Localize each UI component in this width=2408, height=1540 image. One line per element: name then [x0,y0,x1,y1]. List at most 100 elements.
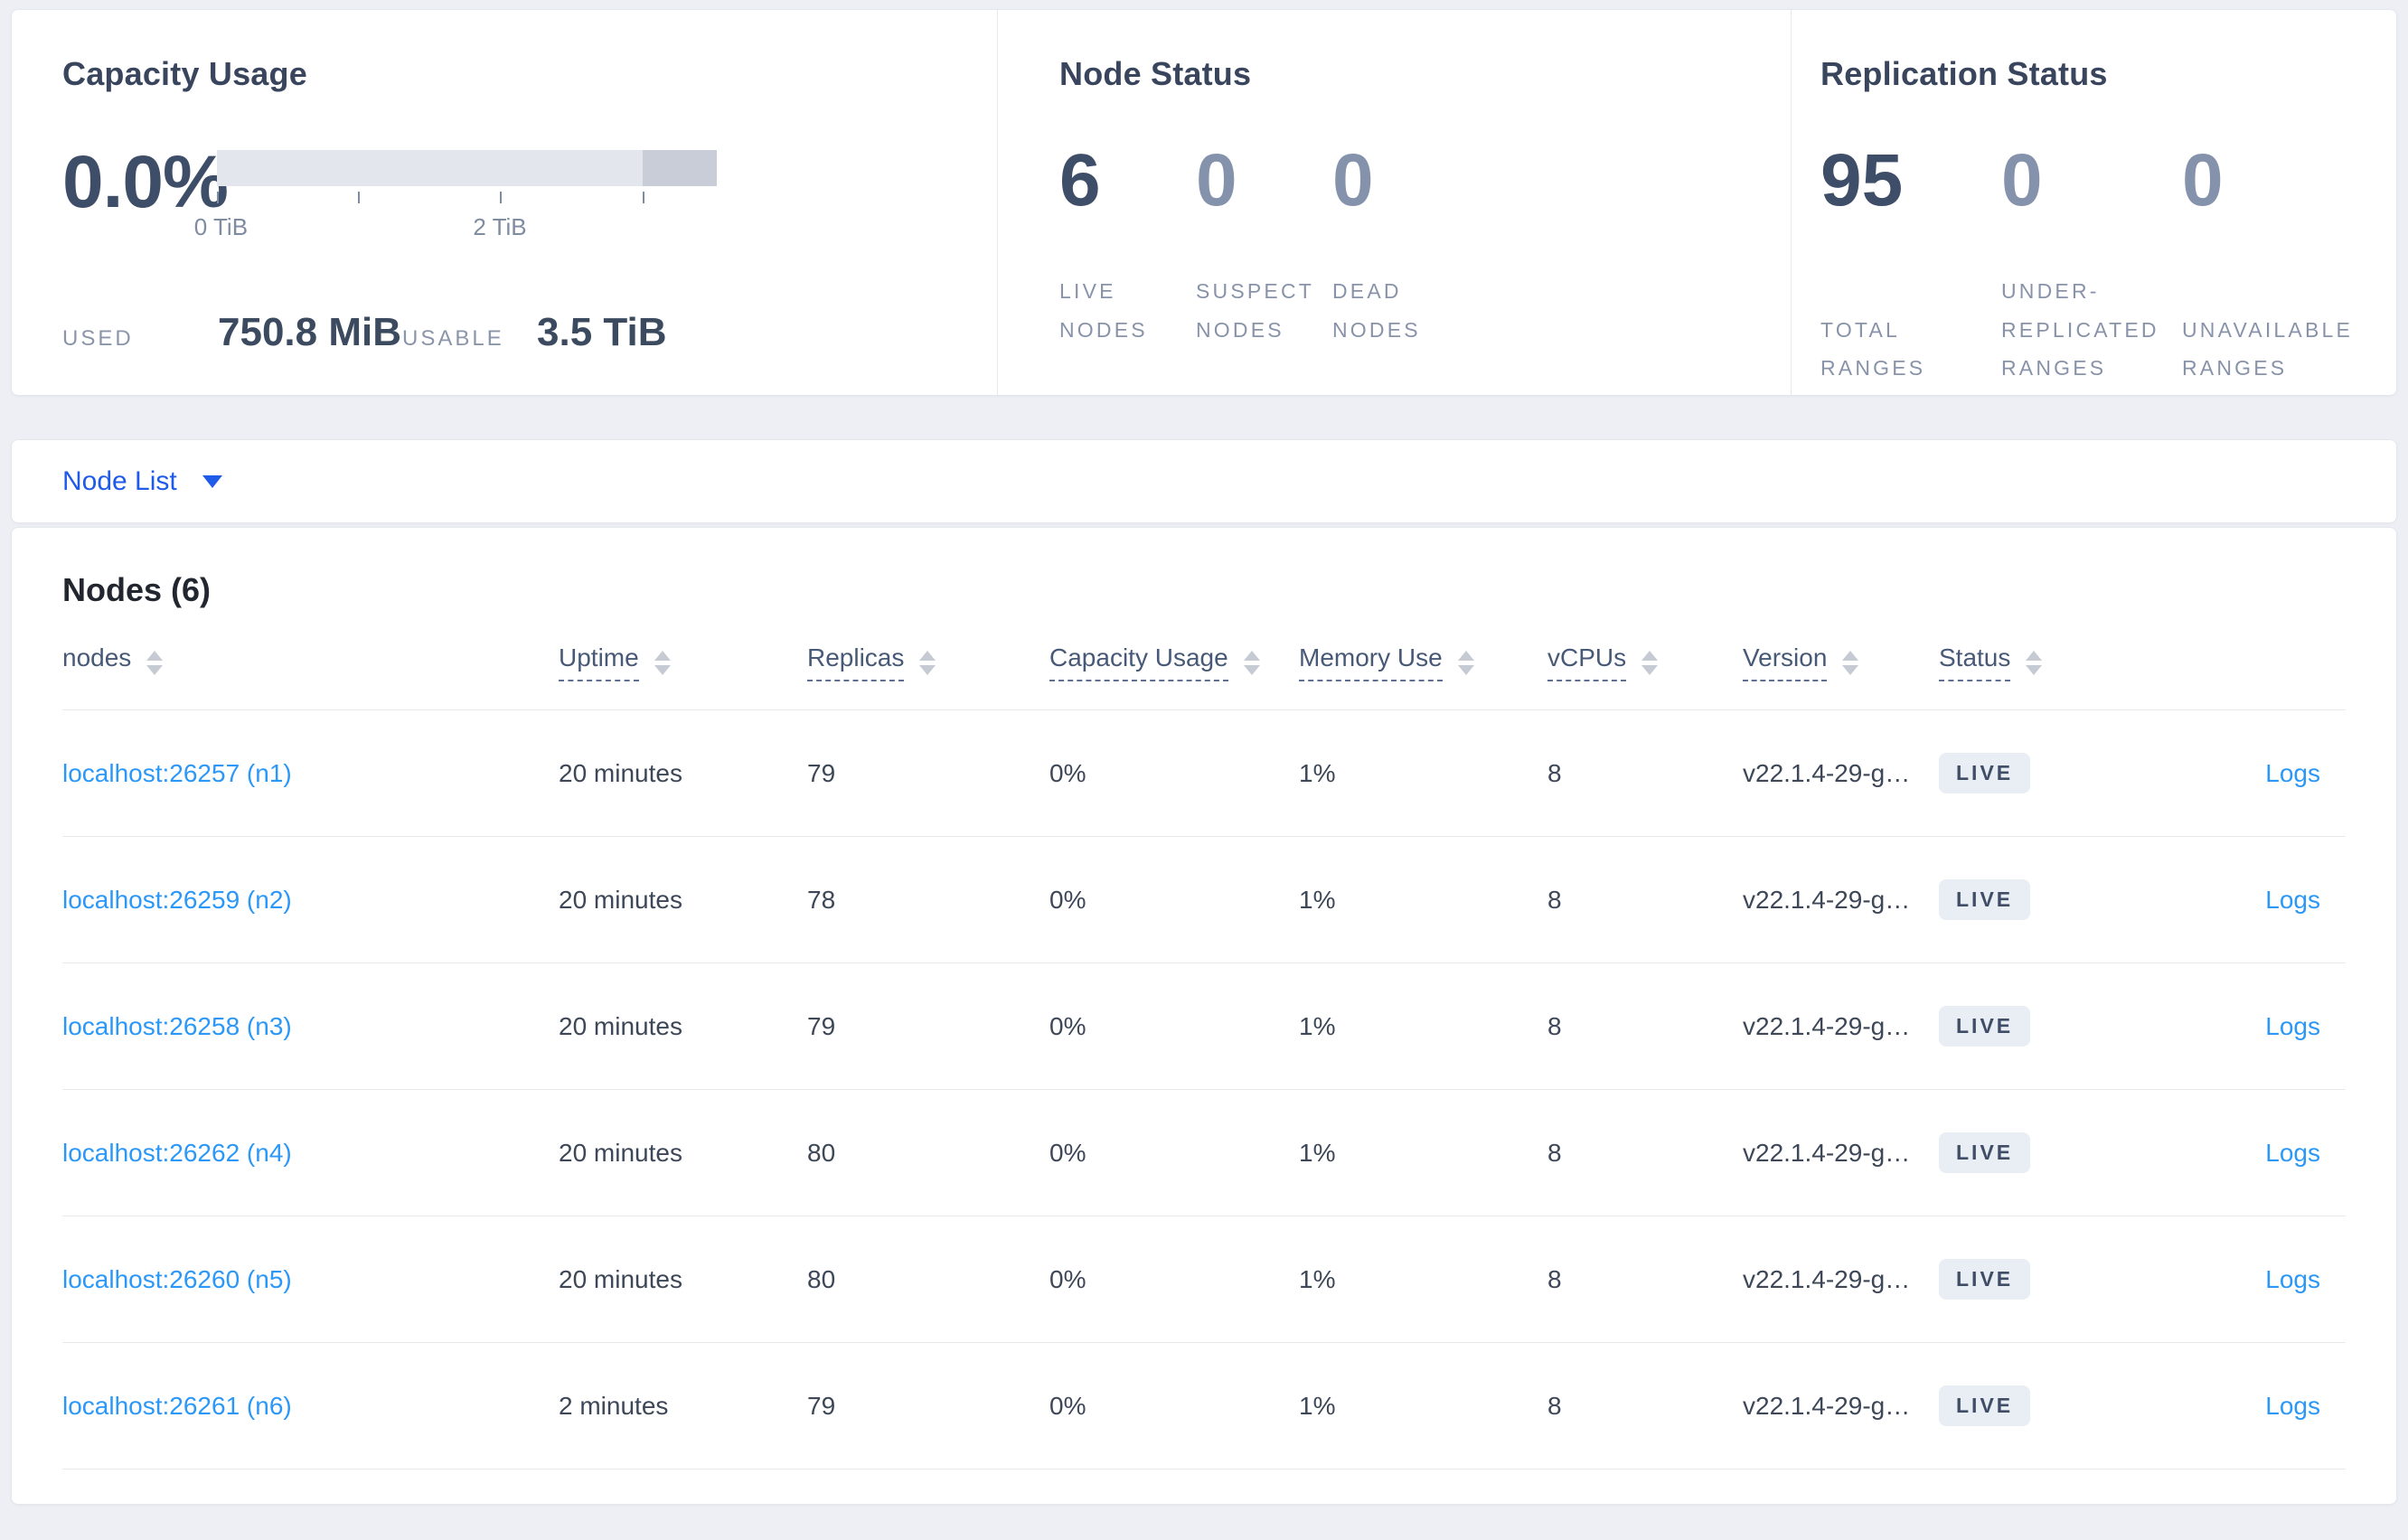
column-header-uptime[interactable]: Uptime [559,643,807,682]
replicas-cell: 79 [807,1391,836,1420]
sort-icon [146,650,164,675]
capacity-bar-chart: 0 TiB 2 TiB [194,150,717,240]
replicas-cell: 79 [807,1011,836,1040]
vcpus-cell: 8 [1547,1391,1562,1420]
view-selector-bar: Node List [11,439,2397,523]
axis-tick-label: 0 TiB [193,213,249,240]
version-cell: v22.1.4-29-g… [1743,1138,1911,1167]
axis-tick-label: 2 TiB [473,213,527,240]
sort-icon [1842,650,1859,675]
capacity-chart-row: 0.0% 0 TiB 2 TiB [62,141,997,240]
suspect-nodes-count: 0 [1196,139,1237,221]
status-badge: LIVE [1939,753,2031,793]
memory-use-cell: 1% [1299,885,1336,914]
column-header-replicas[interactable]: Replicas [807,643,1049,682]
replication-values: 95 0 0 [1820,144,2396,218]
sort-icon [1457,650,1474,675]
capacity-bar-reserved-segment [643,150,717,186]
version-cell: v22.1.4-29-g… [1743,1391,1911,1420]
version-cell: v22.1.4-29-g… [1743,1011,1911,1040]
column-header-version[interactable]: Version [1743,643,1939,682]
node-address-link[interactable]: localhost:26260 (n5) [62,1264,292,1293]
capacity-percent-value: 0.0% [62,141,229,223]
logs-link[interactable]: Logs [2265,758,2320,787]
replicas-cell: 80 [807,1264,836,1293]
table-row: localhost:26258 (n3) 20 minutes 79 0% 1%… [62,963,2346,1090]
node-address-link[interactable]: localhost:26257 (n1) [62,758,292,787]
vcpus-cell: 8 [1547,1138,1562,1167]
vcpus-cell: 8 [1547,1264,1562,1293]
replicas-cell: 79 [807,758,836,787]
live-nodes-count: 6 [1059,139,1101,221]
axis-tick [357,192,360,203]
logs-link[interactable]: Logs [2265,885,2320,914]
status-badge: LIVE [1939,1132,2031,1173]
column-header-nodes[interactable]: nodes [62,643,559,682]
nodes-table-header: nodes Uptime Replicas Capacity Usage Mem… [62,616,2346,710]
memory-use-cell: 1% [1299,758,1336,787]
capacity-usage-cell: 0% [1049,885,1086,914]
node-address-link[interactable]: localhost:26262 (n4) [62,1138,292,1167]
memory-use-cell: 1% [1299,1391,1336,1420]
axis-tick [643,192,645,203]
table-row: localhost:26260 (n5) 20 minutes 80 0% 1%… [62,1216,2346,1343]
under-replicated-ranges-label: UNDER- REPLICATED RANGES [2001,279,2159,380]
node-list-dropdown[interactable]: Node List [62,466,222,497]
suspect-nodes-label: SUSPECT NODES [1196,279,1315,342]
dead-nodes-count: 0 [1332,139,1374,221]
status-badge: LIVE [1939,1259,2031,1300]
capacity-usage-cell: 0% [1049,1264,1086,1293]
memory-use-cell: 1% [1299,1264,1336,1293]
usable-value: 3.5 TiB [537,310,667,354]
replication-status-title: Replication Status [1820,55,2108,92]
uptime-cell: 20 minutes [559,1011,682,1040]
replication-status-section: Replication Status 95 0 0 TOTAL RANGES U… [1792,10,2396,395]
replicas-cell: 80 [807,1138,836,1167]
logs-link[interactable]: Logs [2265,1011,2320,1040]
logs-link[interactable]: Logs [2265,1391,2320,1420]
capacity-usage-title: Capacity Usage [62,55,307,92]
vcpus-cell: 8 [1547,885,1562,914]
nodes-table-title: Nodes (6) [62,571,212,608]
logs-link[interactable]: Logs [2265,1264,2320,1293]
capacity-usage-cell: 0% [1049,1138,1086,1167]
table-row: localhost:26262 (n4) 20 minutes 80 0% 1%… [62,1090,2346,1216]
logs-link[interactable]: Logs [2265,1138,2320,1167]
dead-nodes-label: DEAD NODES [1332,279,1421,342]
column-header-memory-use[interactable]: Memory Use [1299,643,1547,682]
version-cell: v22.1.4-29-g… [1743,758,1911,787]
uptime-cell: 20 minutes [559,1138,682,1167]
caret-down-icon [202,474,222,488]
axis-tick [499,192,502,203]
node-address-link[interactable]: localhost:26261 (n6) [62,1391,292,1420]
table-row: localhost:26257 (n1) 20 minutes 79 0% 1%… [62,710,2346,837]
replication-labels: TOTAL RANGES UNDER- REPLICATED RANGES UN… [1820,272,2396,388]
node-status-section: Node Status 6 0 0 LIVE NODES SUSPECT NOD… [998,10,1792,395]
live-nodes-label: LIVE NODES [1059,279,1148,342]
table-row: localhost:26261 (n6) 2 minutes 79 0% 1% … [62,1343,2346,1470]
used-value: 750.8 MiB [218,310,401,354]
column-header-capacity-usage[interactable]: Capacity Usage [1049,643,1299,682]
unavailable-ranges-count: 0 [2182,139,2224,221]
summary-card: Capacity Usage 0.0% 0 TiB 2 TiB [11,9,2397,396]
node-address-link[interactable]: localhost:26259 (n2) [62,885,292,914]
column-header-status[interactable]: Status [1939,643,2125,682]
sort-icon [2026,650,2043,675]
used-label: USED [62,326,134,351]
uptime-cell: 20 minutes [559,758,682,787]
vcpus-cell: 8 [1547,1011,1562,1040]
memory-use-cell: 1% [1299,1138,1336,1167]
usable-label: USABLE [402,326,504,351]
sort-icon [919,650,936,675]
under-replicated-ranges-count: 0 [2001,139,2043,221]
capacity-usage-cell: 0% [1049,758,1086,787]
column-header-vcpus[interactable]: vCPUs [1547,643,1743,682]
capacity-usage-cell: 0% [1049,1391,1086,1420]
replicas-cell: 78 [807,885,836,914]
total-ranges-label: TOTAL RANGES [1820,317,1926,380]
capacity-usage-cell: 0% [1049,1011,1086,1040]
node-address-link[interactable]: localhost:26258 (n3) [62,1011,292,1040]
node-list-dropdown-label: Node List [62,465,177,496]
node-status-labels: LIVE NODES SUSPECT NODES DEAD NODES [1059,272,1791,349]
sort-icon [1243,650,1260,675]
